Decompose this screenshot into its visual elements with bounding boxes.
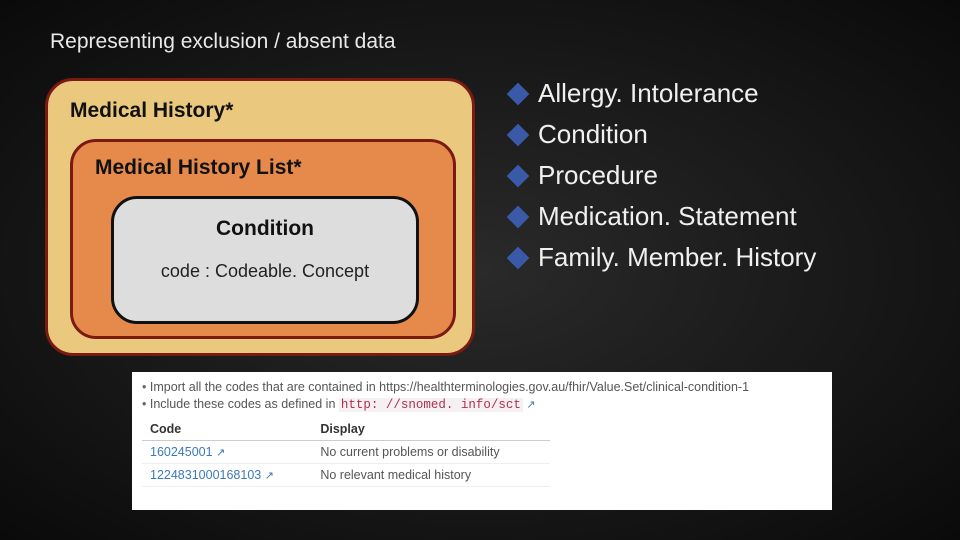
diamond-icon (507, 205, 530, 228)
diamond-icon (507, 246, 530, 269)
th-display: Display (312, 418, 550, 441)
inner-box: Condition code : Codeable. Concept (111, 196, 419, 324)
snippet-line-2: Include these codes as defined in http: … (142, 397, 822, 412)
list-item: Family. Member. History (510, 242, 950, 273)
table-row: 160245001 ↗ No current problems or disab… (142, 441, 550, 464)
code-snippet-panel: Import all the codes that are contained … (132, 372, 832, 510)
code-table: Code Display 160245001 ↗ No current prob… (142, 418, 550, 487)
inner-box-title: Condition (114, 217, 416, 241)
external-link-icon: ↗ (216, 447, 225, 459)
list-item-label: Condition (538, 119, 648, 150)
nesting-diagram: Medical History* Medical History List* C… (45, 78, 475, 356)
list-item: Medication. Statement (510, 201, 950, 232)
inner-box-subtitle: code : Codeable. Concept (114, 261, 416, 282)
cell-code: 160245001 ↗ (142, 441, 312, 464)
snippet-url: https://healthterminologies.gov.au/fhir/… (379, 380, 749, 394)
list-item-label: Medication. Statement (538, 201, 797, 232)
snippet-text: Import all the codes that are contained … (150, 380, 379, 394)
snippet-line-1: Import all the codes that are contained … (142, 380, 822, 394)
middle-box: Medical History List* Condition code : C… (70, 139, 456, 339)
external-link-icon: ↗ (526, 399, 535, 411)
list-item-label: Family. Member. History (538, 242, 816, 273)
outer-box-label: Medical History* (70, 99, 233, 123)
cell-display: No current problems or disability (312, 441, 550, 464)
list-item: Allergy. Intolerance (510, 78, 950, 109)
snippet-text: Include these codes as defined in (150, 397, 339, 411)
list-item: Condition (510, 119, 950, 150)
middle-box-label: Medical History List* (95, 156, 302, 180)
diamond-icon (507, 82, 530, 105)
snippet-url-mono: http: //snomed. info/sct (339, 398, 523, 412)
outer-box: Medical History* Medical History List* C… (45, 78, 475, 356)
external-link-icon: ↗ (265, 470, 274, 482)
cell-display: No relevant medical history (312, 464, 550, 487)
list-item-label: Allergy. Intolerance (538, 78, 759, 109)
table-row: 1224831000168103 ↗ No relevant medical h… (142, 464, 550, 487)
diamond-icon (507, 164, 530, 187)
list-item-label: Procedure (538, 160, 658, 191)
cell-code: 1224831000168103 ↗ (142, 464, 312, 487)
list-item: Procedure (510, 160, 950, 191)
th-code: Code (142, 418, 312, 441)
diamond-icon (507, 123, 530, 146)
table-header-row: Code Display (142, 418, 550, 441)
resource-list: Allergy. Intolerance Condition Procedure… (510, 78, 950, 283)
page-title: Representing exclusion / absent data (50, 30, 396, 54)
